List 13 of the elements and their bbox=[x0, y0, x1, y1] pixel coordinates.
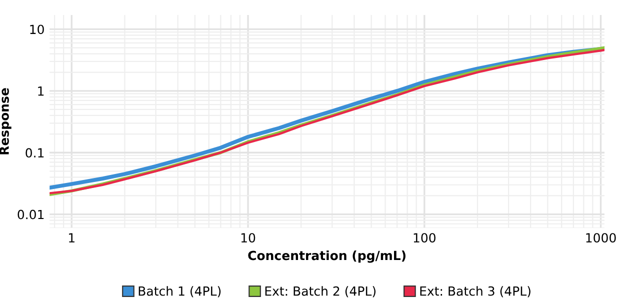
legend-label: Batch 1 (4PL) bbox=[138, 286, 221, 298]
x-tick-label: 100 bbox=[414, 233, 436, 243]
x-axis-title: Concentration (pg/mL) bbox=[248, 250, 406, 263]
y-tick-label: 10 bbox=[30, 24, 44, 34]
legend-label: Ext: Batch 2 (4PL) bbox=[265, 286, 376, 298]
y-tick-label: 1 bbox=[38, 86, 44, 96]
x-tick-label: 10 bbox=[241, 233, 256, 243]
x-tick-label: 1000 bbox=[586, 233, 616, 243]
y-axis-title: Response bbox=[0, 88, 12, 154]
legend-label: Ext: Batch 3 (4PL) bbox=[420, 286, 530, 298]
y-tick-label: 0.1 bbox=[26, 148, 44, 158]
y-tick-label: 0.01 bbox=[18, 210, 44, 220]
x-tick-label: 1 bbox=[69, 233, 74, 242]
